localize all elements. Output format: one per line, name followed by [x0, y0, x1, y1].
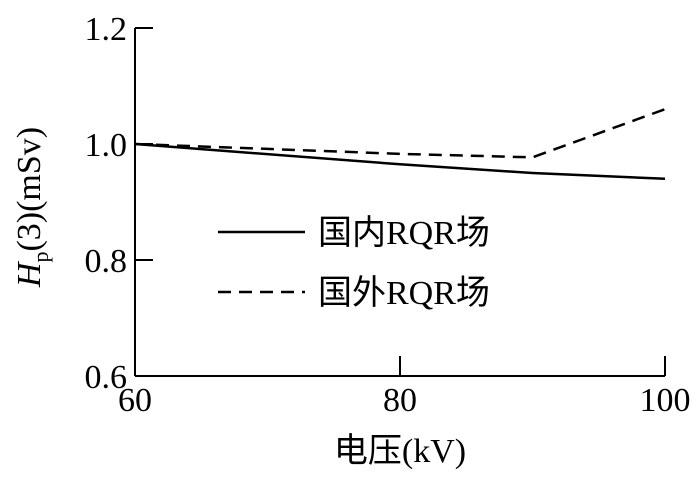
x-axis-label: 电压(kV) [334, 432, 466, 470]
x-tick-label: 80 [383, 382, 417, 419]
series-group [134, 108, 666, 181]
y-axis-label-text: Hp(3)(mSv) [11, 127, 53, 288]
y-axis-label: Hp(3)(mSv) [11, 127, 53, 288]
y-axis-label-suffix: (3)(mSv) [11, 127, 48, 252]
x-tick-label: 100 [640, 382, 691, 419]
y-axis-label-subscript: p [28, 252, 53, 263]
y-tick-label: 1.2 [85, 11, 128, 48]
x-tick-label: 60 [118, 382, 152, 419]
series-line-1 [134, 142, 666, 181]
y-axis-label-main: H [11, 260, 48, 288]
legend-label-1: 国内RQR场 [318, 214, 490, 252]
y-tick-label: 0.8 [85, 243, 128, 280]
series-line-2 [134, 108, 666, 159]
y-tick-label: 0.6 [85, 359, 128, 396]
legend-label-2: 国外RQR场 [318, 274, 490, 312]
y-tick-label: 1.0 [85, 127, 128, 164]
